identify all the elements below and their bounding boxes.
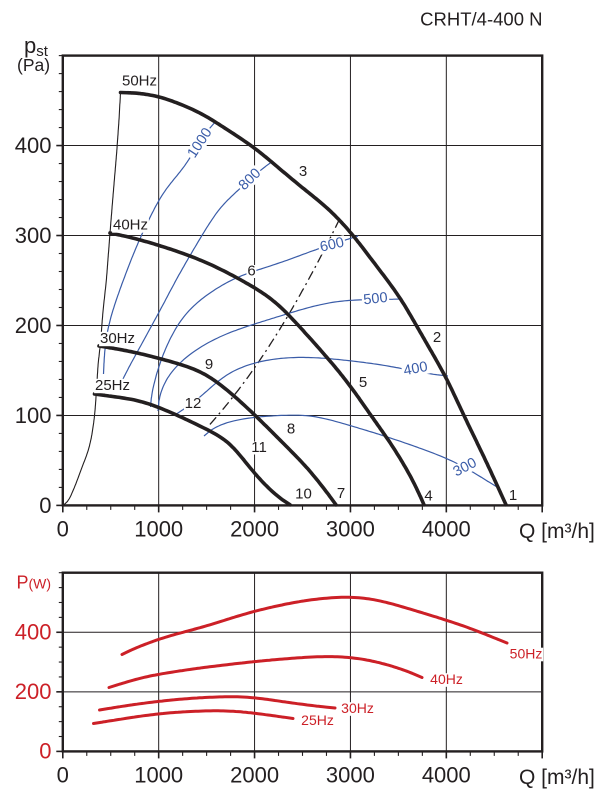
svg-text:200: 200 bbox=[15, 679, 52, 704]
svg-text:1000: 1000 bbox=[134, 763, 183, 788]
svg-text:4: 4 bbox=[424, 488, 432, 505]
svg-text:P(W): P(W) bbox=[17, 573, 52, 593]
svg-text:500: 500 bbox=[363, 290, 389, 308]
svg-text:Q [m³/h]: Q [m³/h] bbox=[519, 766, 595, 789]
svg-text:4000: 4000 bbox=[422, 763, 471, 788]
svg-text:50Hz: 50Hz bbox=[510, 645, 543, 661]
svg-text:0: 0 bbox=[39, 739, 51, 764]
svg-text:40Hz: 40Hz bbox=[430, 671, 463, 687]
svg-text:0: 0 bbox=[57, 517, 69, 542]
svg-text:400: 400 bbox=[15, 133, 52, 158]
svg-text:2: 2 bbox=[433, 329, 441, 346]
svg-text:4000: 4000 bbox=[422, 517, 471, 542]
svg-text:600: 600 bbox=[318, 235, 345, 256]
svg-text:100: 100 bbox=[15, 403, 52, 428]
svg-text:300: 300 bbox=[15, 223, 52, 248]
svg-text:50Hz: 50Hz bbox=[122, 73, 157, 90]
svg-text:25Hz: 25Hz bbox=[301, 712, 334, 728]
svg-text:1000: 1000 bbox=[134, 517, 183, 542]
svg-text:30Hz: 30Hz bbox=[341, 700, 374, 716]
svg-text:400: 400 bbox=[15, 620, 52, 645]
svg-text:(Pa): (Pa) bbox=[17, 55, 50, 75]
svg-text:3000: 3000 bbox=[326, 517, 375, 542]
svg-text:11: 11 bbox=[251, 439, 267, 456]
svg-text:0: 0 bbox=[39, 493, 51, 518]
svg-text:3: 3 bbox=[299, 163, 307, 180]
svg-text:5: 5 bbox=[359, 374, 367, 391]
svg-text:1: 1 bbox=[509, 487, 517, 504]
svg-text:Q [m³/h]: Q [m³/h] bbox=[519, 520, 595, 543]
svg-text:200: 200 bbox=[15, 313, 52, 338]
svg-text:2000: 2000 bbox=[230, 517, 279, 542]
svg-text:9: 9 bbox=[205, 356, 213, 373]
svg-text:CRHT/4-400 N: CRHT/4-400 N bbox=[420, 9, 542, 30]
svg-text:8: 8 bbox=[287, 421, 295, 438]
svg-text:2000: 2000 bbox=[230, 763, 279, 788]
svg-text:0: 0 bbox=[57, 763, 69, 788]
svg-text:10: 10 bbox=[295, 486, 312, 503]
svg-text:30Hz: 30Hz bbox=[100, 330, 135, 347]
svg-text:25Hz: 25Hz bbox=[95, 377, 130, 394]
svg-text:7: 7 bbox=[337, 485, 345, 502]
svg-text:12: 12 bbox=[185, 395, 202, 412]
svg-text:3000: 3000 bbox=[326, 763, 375, 788]
svg-text:6: 6 bbox=[247, 263, 255, 280]
svg-text:400: 400 bbox=[402, 359, 429, 379]
svg-text:40Hz: 40Hz bbox=[113, 217, 148, 234]
